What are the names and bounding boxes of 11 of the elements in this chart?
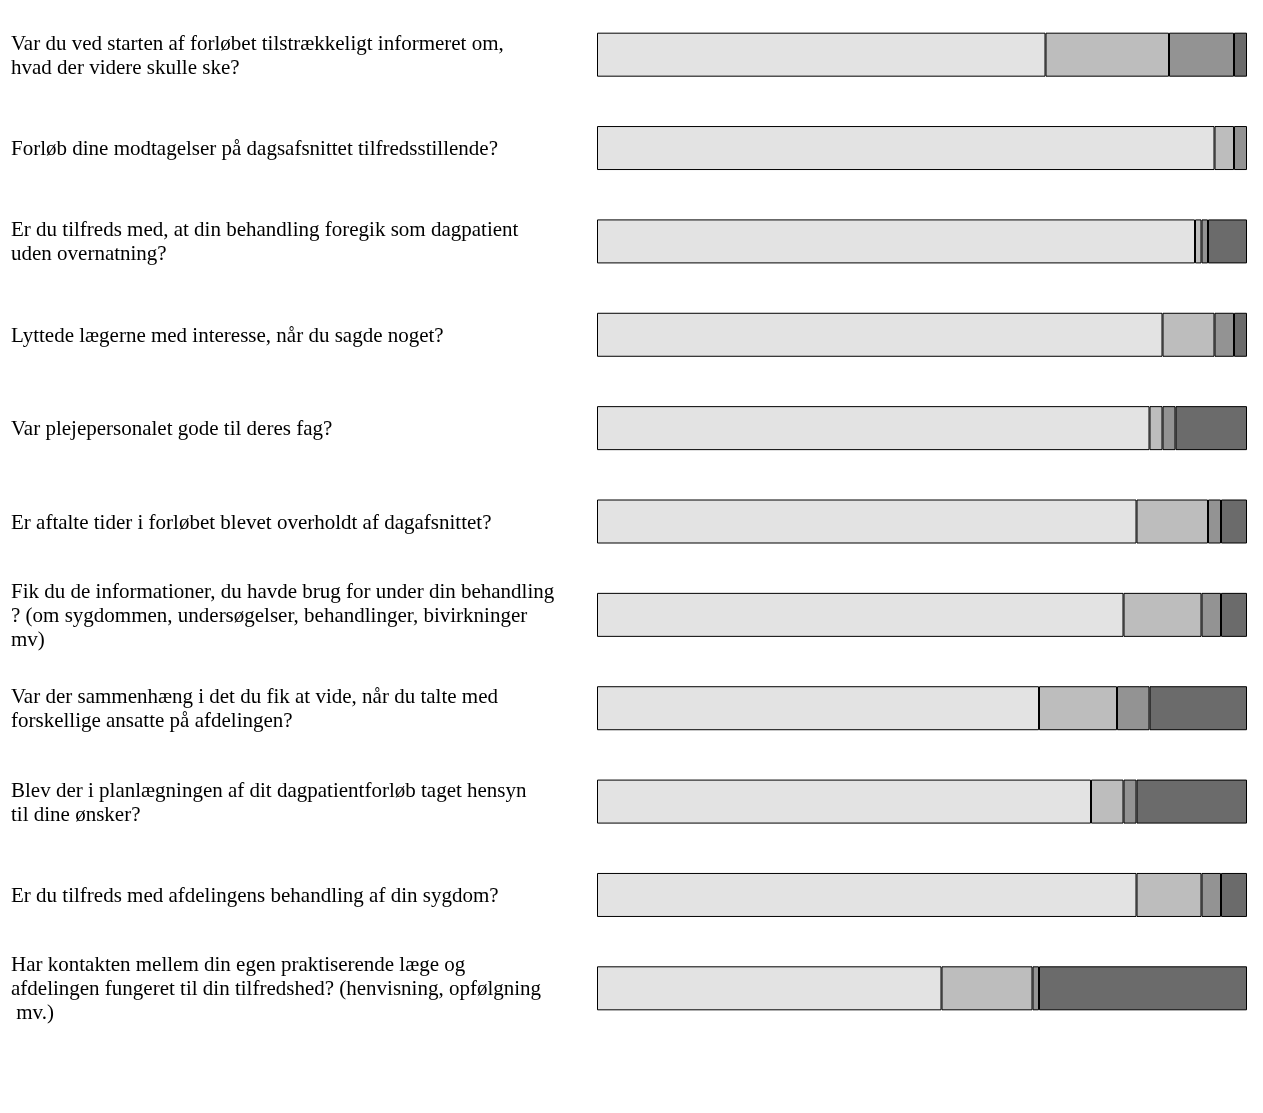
y-tick-label: Har kontakten mellem din egen praktiserende læge og afdelingen fungeret til din tilfredshed? (henvisning, opfølgning mv.) (11, 952, 542, 1025)
y-tick-label: Var der sammenhæng i det du fik at vide, når du talte med forskellige ansatte på afdelingen? (11, 684, 504, 733)
y-tick-label: Var plejepersonalet gode til deres fag? (11, 416, 333, 441)
y-tick-label: Er aftalte tider i forløbet blevet overholdt af dagafsnittet? (11, 509, 492, 534)
y-tick-label: Lyttede lægerne med interesse, når du sagde noget? (11, 322, 444, 347)
y-tick-label: Er du tilfreds med afdelingens behandling af din sygdom? (11, 882, 499, 907)
y-tick-label: Fik du de informationer, du havde brug for under din behandling? (om sygdommen, undersøgelser, behandlinger, bivirkninger mv) (11, 578, 555, 651)
y-tick-label: Var du ved starten af forløbet tilstrækkeligt informeret om, hvad der videre skulle ske? (11, 30, 510, 79)
y-tick-label: Er du tilfreds med, at din behandling foregik som dagpatient uden overnatning? (11, 217, 524, 266)
y-tick-label: Forløb dine modtagelser på dagsafsnittet tilfredsstillende? (11, 136, 498, 161)
y-tick-label: Blev der i planlægningen af dit dagpatientforløb taget hensyn til dine ønsker? (11, 777, 532, 826)
